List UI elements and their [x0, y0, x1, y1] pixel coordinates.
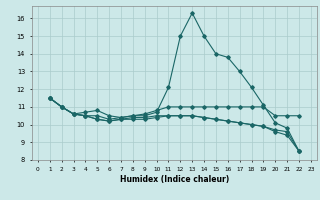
X-axis label: Humidex (Indice chaleur): Humidex (Indice chaleur): [120, 175, 229, 184]
